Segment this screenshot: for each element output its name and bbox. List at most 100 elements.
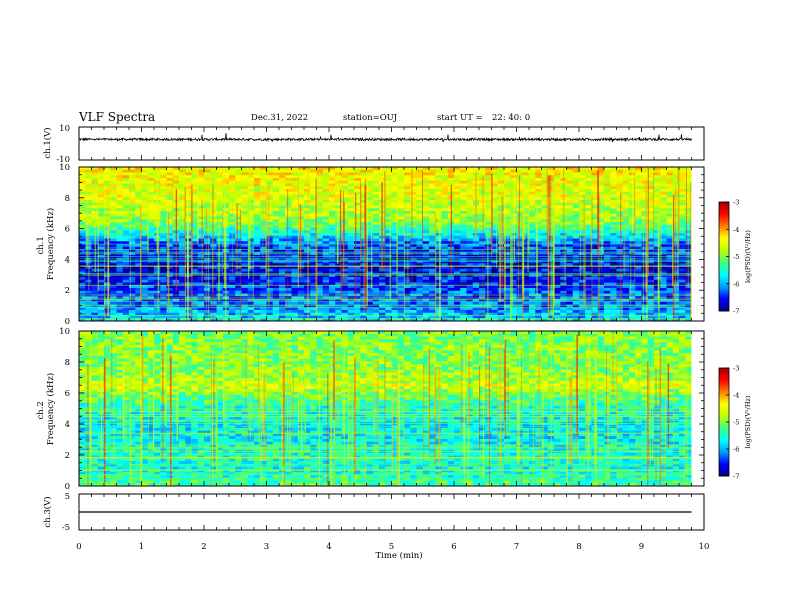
ch1-spec-cell [660, 180, 667, 184]
ch1-spec-cell [254, 224, 261, 228]
ch1-spec-cell [229, 219, 236, 223]
ch1-spec-cell [441, 205, 449, 209]
ch1-spec-cell [116, 197, 124, 201]
ch1-spec-cell [335, 222, 342, 226]
ch1-spec-cell [635, 230, 642, 234]
ch1-spec-cell [529, 227, 536, 231]
ch1-spec-cell [616, 222, 624, 226]
ch1-spec-cell [116, 235, 124, 239]
ch1-spec-cell [385, 167, 392, 171]
ch1-spec-cell [335, 268, 342, 272]
ch1-spec-cell [379, 178, 386, 182]
ch1-spec-cell [216, 235, 224, 239]
ch1-spec-cell [241, 290, 249, 294]
ch1-spec-cell [591, 216, 599, 220]
ch1-spec-cell [554, 230, 561, 234]
ch1-spec-cell [179, 213, 186, 217]
ch1-spec-cell [97, 178, 105, 182]
ch1-spec-cell [510, 186, 517, 190]
ch1-spec-cell [360, 277, 367, 281]
ch1-spec-cell [679, 216, 686, 220]
ch1-spec-cell [85, 301, 92, 305]
ch1-spec-cell [279, 178, 286, 182]
ch1-spec-cell [610, 216, 617, 220]
ch1-spec-cell [447, 277, 455, 281]
ch1-spec-cell [110, 186, 117, 190]
ch1-spec-cell [554, 208, 561, 212]
ch1-spec-cell [441, 208, 449, 212]
ch1-spec-cell [341, 172, 349, 176]
ch1-spec-cell [654, 246, 661, 250]
ch1-spec-cell [497, 194, 505, 198]
ch1-spec-cell [385, 222, 392, 226]
ch1-spec-cell [504, 282, 511, 286]
ch1-spec-cell [610, 249, 617, 253]
ch1-spec-cell [679, 186, 686, 190]
ch1-spec-cell [235, 233, 242, 237]
ch1-spec-cell [279, 202, 286, 206]
ch1-spec-cell [679, 167, 686, 171]
ch1-spec-cell [197, 197, 205, 201]
ch1-spec-cell [391, 246, 399, 250]
ch1-spec-cell [610, 211, 617, 215]
ch1-spec-cell [279, 288, 286, 292]
ch1-spec-cell [210, 266, 217, 270]
ch1-spec-cell [685, 205, 692, 209]
ch1-spec-cell [554, 211, 561, 215]
ch1-spec-cell [510, 230, 517, 234]
ch1-spec-cell [610, 263, 617, 267]
ch1-spec-cell [235, 238, 242, 242]
ch1-spec-cell [622, 233, 630, 237]
ch1-spec-cell [654, 222, 661, 226]
ch1-spec-cell [522, 263, 530, 267]
ch1-spec-cell [354, 169, 361, 173]
ch1-spec-cell [429, 285, 436, 289]
ch1-spec-cell [510, 219, 517, 223]
ch1-spec-cell [529, 241, 536, 245]
ch1-spec-cell [566, 202, 574, 206]
ch1-spec-cell [429, 211, 436, 215]
ch1-spec-cell [129, 208, 136, 212]
ch1-spec-cell [435, 227, 442, 231]
ch1-spec-cell [416, 202, 424, 206]
ch1-spec-cell [441, 246, 449, 250]
ch1-spec-cell [666, 175, 674, 179]
ch1-spec-cell [316, 194, 324, 198]
ch1-spec-cell [147, 288, 155, 292]
ch1-spec-cell [285, 290, 292, 294]
ch1-spec-cell [260, 227, 267, 231]
ch1-spec-cell [122, 288, 130, 292]
ch1-spec-cell [335, 172, 342, 176]
ch1-spec-cell [210, 202, 217, 206]
ch1-spec-cell [516, 285, 524, 289]
ch1-spec-cell [491, 169, 499, 173]
ch1-spec-cell [666, 241, 674, 245]
ch1-spec-cell [310, 241, 317, 245]
ch1-spec-cell [122, 200, 130, 204]
ch1-spec-cell [529, 191, 536, 195]
ch1-spec-cell [310, 197, 317, 201]
ch1-spec-cell [629, 241, 636, 245]
ch1-spec-cell [79, 191, 86, 195]
ch1-spec-cell [647, 200, 655, 204]
ch1-spec-cell [79, 299, 86, 303]
ch1-spec-cell [479, 211, 486, 215]
ch1-spec-cell [641, 191, 649, 195]
ch1-spec-cell [297, 186, 305, 190]
ch1-spec-cell [635, 200, 642, 204]
ch1-spec-cell [266, 191, 274, 195]
ch1-spec-cell [666, 189, 674, 193]
ch1-spec-cell [254, 227, 261, 231]
ch1-spec-cell [91, 189, 99, 193]
ch1-spec-cell [660, 268, 667, 272]
ch1-spec-cell [504, 260, 511, 264]
ch1-spec-cell [166, 186, 174, 190]
ch1-spec-cell [322, 263, 330, 267]
ch1-spec-cell [529, 200, 536, 204]
ch1-spec-cell [347, 208, 355, 212]
ch1-spec-cell [79, 224, 86, 228]
ch1-spec-cell [622, 290, 630, 294]
ch1-spec-cell [641, 169, 649, 173]
ch1-spec-cell [285, 205, 292, 209]
ch1-spec-cell [497, 197, 505, 201]
